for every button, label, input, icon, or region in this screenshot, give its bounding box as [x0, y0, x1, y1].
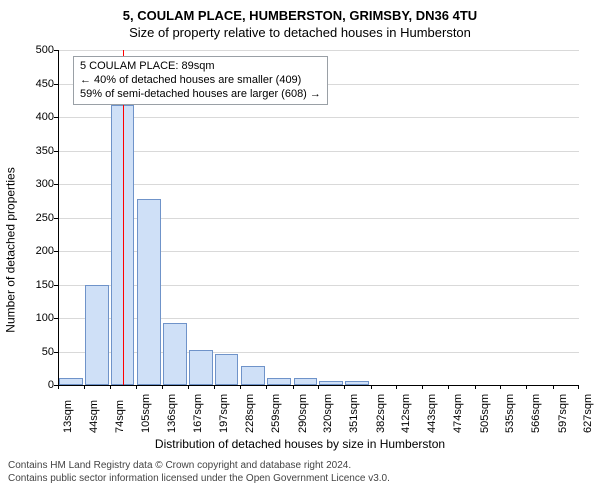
x-tick-mark	[526, 385, 527, 389]
y-tick-label: 250	[14, 212, 54, 224]
chart-title-main: 5, COULAM PLACE, HUMBERSTON, GRIMSBY, DN…	[0, 0, 600, 23]
histogram-bar	[267, 378, 291, 385]
chart-footer: Contains HM Land Registry data © Crown c…	[0, 460, 600, 491]
y-tick-mark	[54, 84, 58, 85]
x-tick-label: 197sqm	[218, 394, 230, 433]
x-tick-mark	[578, 385, 579, 389]
x-tick-mark	[422, 385, 423, 389]
x-tick-mark	[188, 385, 189, 389]
x-tick-label: 597sqm	[557, 394, 569, 433]
y-tick-label: 0	[14, 379, 54, 391]
x-tick-mark	[396, 385, 397, 389]
footer-line-1: Contains HM Land Registry data © Crown c…	[8, 460, 592, 473]
x-tick-label: 228sqm	[244, 394, 256, 433]
x-tick-label: 13sqm	[62, 400, 74, 433]
y-tick-label: 400	[14, 111, 54, 123]
plot-area: 5 COULAM PLACE: 89sqm← 40% of detached h…	[58, 50, 579, 386]
histogram-bar	[163, 323, 187, 385]
footer-line-2: Contains public sector information licen…	[8, 473, 592, 486]
x-tick-mark	[240, 385, 241, 389]
y-tick-label: 50	[14, 346, 54, 358]
y-tick-mark	[54, 318, 58, 319]
x-tick-mark	[448, 385, 449, 389]
gridline	[59, 50, 579, 51]
x-tick-label: 320sqm	[322, 394, 334, 433]
histogram-bar	[85, 285, 109, 386]
x-tick-mark	[344, 385, 345, 389]
gridline	[59, 151, 579, 152]
annotation-line: ← 40% of detached houses are smaller (40…	[80, 74, 321, 88]
x-tick-label: 105sqm	[140, 394, 152, 433]
x-tick-mark	[371, 385, 372, 389]
histogram-bar	[215, 354, 239, 385]
x-tick-label: 136sqm	[166, 394, 178, 433]
y-tick-mark	[54, 184, 58, 185]
y-tick-mark	[54, 352, 58, 353]
x-axis-label: Distribution of detached houses by size …	[0, 437, 600, 451]
y-tick-label: 450	[14, 78, 54, 90]
annotation-line: 5 COULAM PLACE: 89sqm	[80, 60, 321, 74]
x-tick-label: 259sqm	[270, 394, 282, 433]
x-tick-mark	[266, 385, 267, 389]
x-tick-mark	[214, 385, 215, 389]
y-tick-mark	[54, 50, 58, 51]
histogram-bar	[189, 350, 213, 385]
y-tick-label: 150	[14, 279, 54, 291]
x-tick-label: 290sqm	[297, 394, 309, 433]
y-tick-label: 350	[14, 145, 54, 157]
chart-title-sub: Size of property relative to detached ho…	[0, 23, 600, 40]
y-tick-mark	[54, 218, 58, 219]
x-tick-mark	[500, 385, 501, 389]
y-tick-mark	[54, 251, 58, 252]
histogram-bar	[345, 381, 369, 385]
x-tick-mark	[553, 385, 554, 389]
histogram-bar	[137, 199, 161, 385]
x-tick-mark	[136, 385, 137, 389]
x-tick-label: 505sqm	[479, 394, 491, 433]
x-tick-mark	[162, 385, 163, 389]
histogram-bar	[319, 381, 343, 385]
y-tick-label: 100	[14, 312, 54, 324]
x-tick-mark	[84, 385, 85, 389]
x-tick-label: 382sqm	[375, 394, 387, 433]
annotation-box: 5 COULAM PLACE: 89sqm← 40% of detached h…	[73, 56, 328, 105]
x-tick-mark	[318, 385, 319, 389]
x-tick-label: 412sqm	[400, 394, 412, 433]
chart-area: Number of detached properties 5 COULAM P…	[0, 40, 600, 460]
x-tick-mark	[58, 385, 59, 389]
x-tick-mark	[475, 385, 476, 389]
x-tick-label: 627sqm	[582, 394, 594, 433]
x-tick-mark	[110, 385, 111, 389]
y-tick-mark	[54, 117, 58, 118]
x-tick-label: 443sqm	[426, 394, 438, 433]
histogram-bar	[241, 366, 265, 385]
x-tick-mark	[293, 385, 294, 389]
x-tick-label: 44sqm	[88, 400, 100, 433]
y-tick-label: 300	[14, 178, 54, 190]
x-tick-label: 167sqm	[192, 394, 204, 433]
gridline	[59, 184, 579, 185]
y-tick-mark	[54, 151, 58, 152]
x-tick-label: 74sqm	[114, 400, 126, 433]
x-tick-label: 351sqm	[348, 394, 360, 433]
x-tick-label: 474sqm	[452, 394, 464, 433]
gridline	[59, 117, 579, 118]
histogram-bar	[59, 378, 83, 385]
annotation-line: 59% of semi-detached houses are larger (…	[80, 88, 321, 102]
x-tick-label: 566sqm	[530, 394, 542, 433]
x-tick-label: 535sqm	[504, 394, 516, 433]
y-tick-label: 500	[14, 44, 54, 56]
y-tick-label: 200	[14, 245, 54, 257]
y-tick-mark	[54, 285, 58, 286]
histogram-bar	[294, 378, 318, 385]
